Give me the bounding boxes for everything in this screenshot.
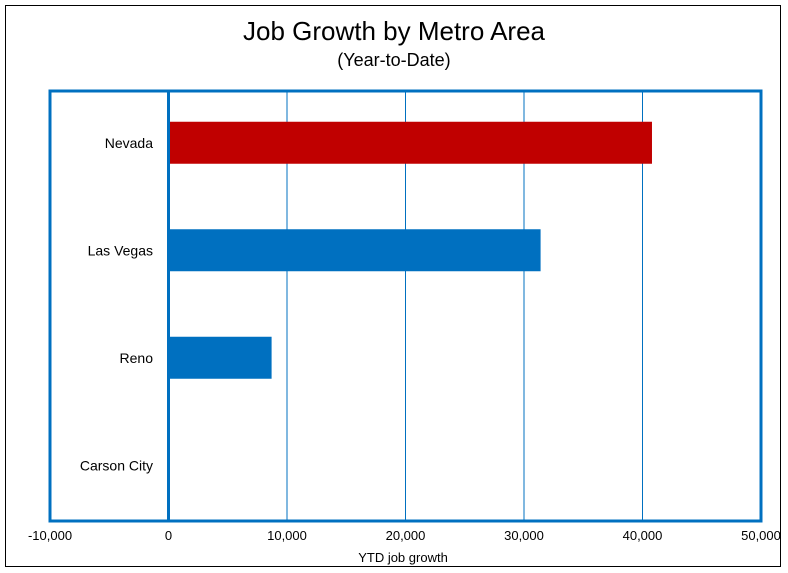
x-tick-label-4: 30,000 (504, 528, 544, 543)
x-axis-title: YTD job growth (358, 550, 448, 565)
bars (168, 121, 652, 379)
category-label-carson-city: Carson City (80, 457, 153, 473)
x-tick-label-2: 10,000 (267, 528, 307, 543)
x-tick-label-5: 40,000 (623, 528, 663, 543)
chart-title: Job Growth by Metro Area (242, 16, 546, 46)
chart-frame (5, 5, 781, 567)
bar-reno (168, 336, 272, 379)
plot-frame (48, 89, 763, 523)
category-label-reno: Reno (120, 350, 154, 366)
labels: Nevada Las Vegas Reno Carson City -10,000 0 10… (28, 135, 781, 543)
bar-las-vegas (168, 229, 541, 272)
axes (48, 89, 763, 523)
x-tick-label-6: 50,000 (741, 528, 781, 543)
bar-nevada (168, 121, 652, 164)
x-tick-label-3: 20,000 (386, 528, 426, 543)
chart-subtitle: (Year-to-Date) (337, 50, 451, 70)
category-label-las-vegas: Las Vegas (88, 242, 153, 258)
x-tick-label-1: 0 (165, 528, 172, 543)
category-label-nevada: Nevada (105, 135, 153, 151)
x-tick-label-0: -10,000 (28, 528, 72, 543)
